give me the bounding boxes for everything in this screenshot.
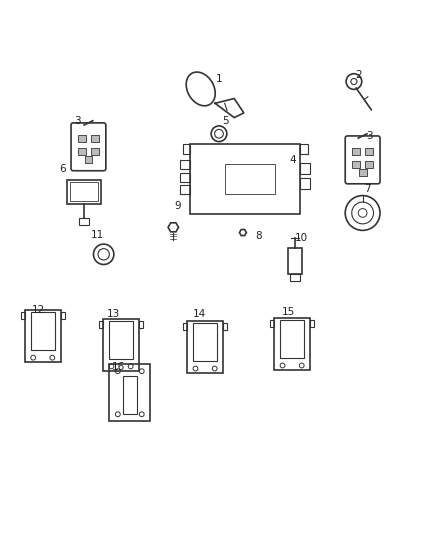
Bar [31, 312, 55, 351]
Bar [310, 320, 314, 327]
Text: 13: 13 [107, 309, 120, 319]
Bar [110, 364, 150, 422]
Bar [300, 164, 310, 174]
Bar [300, 179, 310, 189]
Text: 8: 8 [255, 231, 261, 241]
Bar [290, 274, 300, 281]
Bar [123, 376, 137, 414]
Bar [352, 148, 360, 155]
Bar [21, 312, 25, 319]
Bar [190, 144, 300, 214]
Bar [79, 218, 89, 225]
Bar [70, 182, 99, 201]
Text: 1: 1 [215, 75, 223, 84]
Bar [103, 319, 139, 371]
Bar [183, 323, 187, 330]
Bar [270, 320, 274, 327]
Bar [288, 248, 302, 274]
Bar [91, 135, 99, 142]
Text: 9: 9 [174, 200, 181, 211]
Bar [300, 144, 307, 155]
Text: 5: 5 [222, 116, 229, 126]
Bar [352, 161, 360, 168]
Bar [78, 135, 86, 142]
Bar [187, 321, 223, 373]
Text: 15: 15 [282, 307, 295, 317]
Bar [274, 318, 310, 370]
Bar [183, 144, 190, 155]
Text: 16: 16 [111, 361, 125, 372]
Bar [223, 323, 227, 330]
Text: 4: 4 [290, 155, 296, 165]
Bar [78, 148, 86, 155]
Text: 14: 14 [193, 309, 206, 319]
Bar [280, 320, 304, 358]
Bar [180, 185, 190, 195]
Text: 3: 3 [74, 116, 81, 126]
Bar [139, 321, 143, 328]
Text: 10: 10 [295, 233, 308, 243]
Bar [99, 321, 103, 328]
Bar [85, 156, 92, 163]
Bar [180, 160, 190, 169]
Bar [365, 161, 373, 168]
Bar [61, 312, 64, 319]
Text: 3: 3 [366, 131, 372, 141]
Bar [193, 323, 217, 361]
Bar [180, 173, 190, 182]
Bar [25, 310, 61, 362]
Bar [91, 148, 99, 155]
Bar [67, 180, 101, 204]
Text: 2: 2 [355, 70, 362, 80]
Text: 6: 6 [59, 164, 66, 174]
Text: 7: 7 [364, 184, 370, 194]
Text: 11: 11 [91, 230, 104, 240]
Bar [359, 169, 367, 176]
Bar [109, 321, 133, 359]
Bar [365, 148, 373, 155]
Bar [225, 165, 275, 195]
Text: 12: 12 [32, 305, 45, 315]
